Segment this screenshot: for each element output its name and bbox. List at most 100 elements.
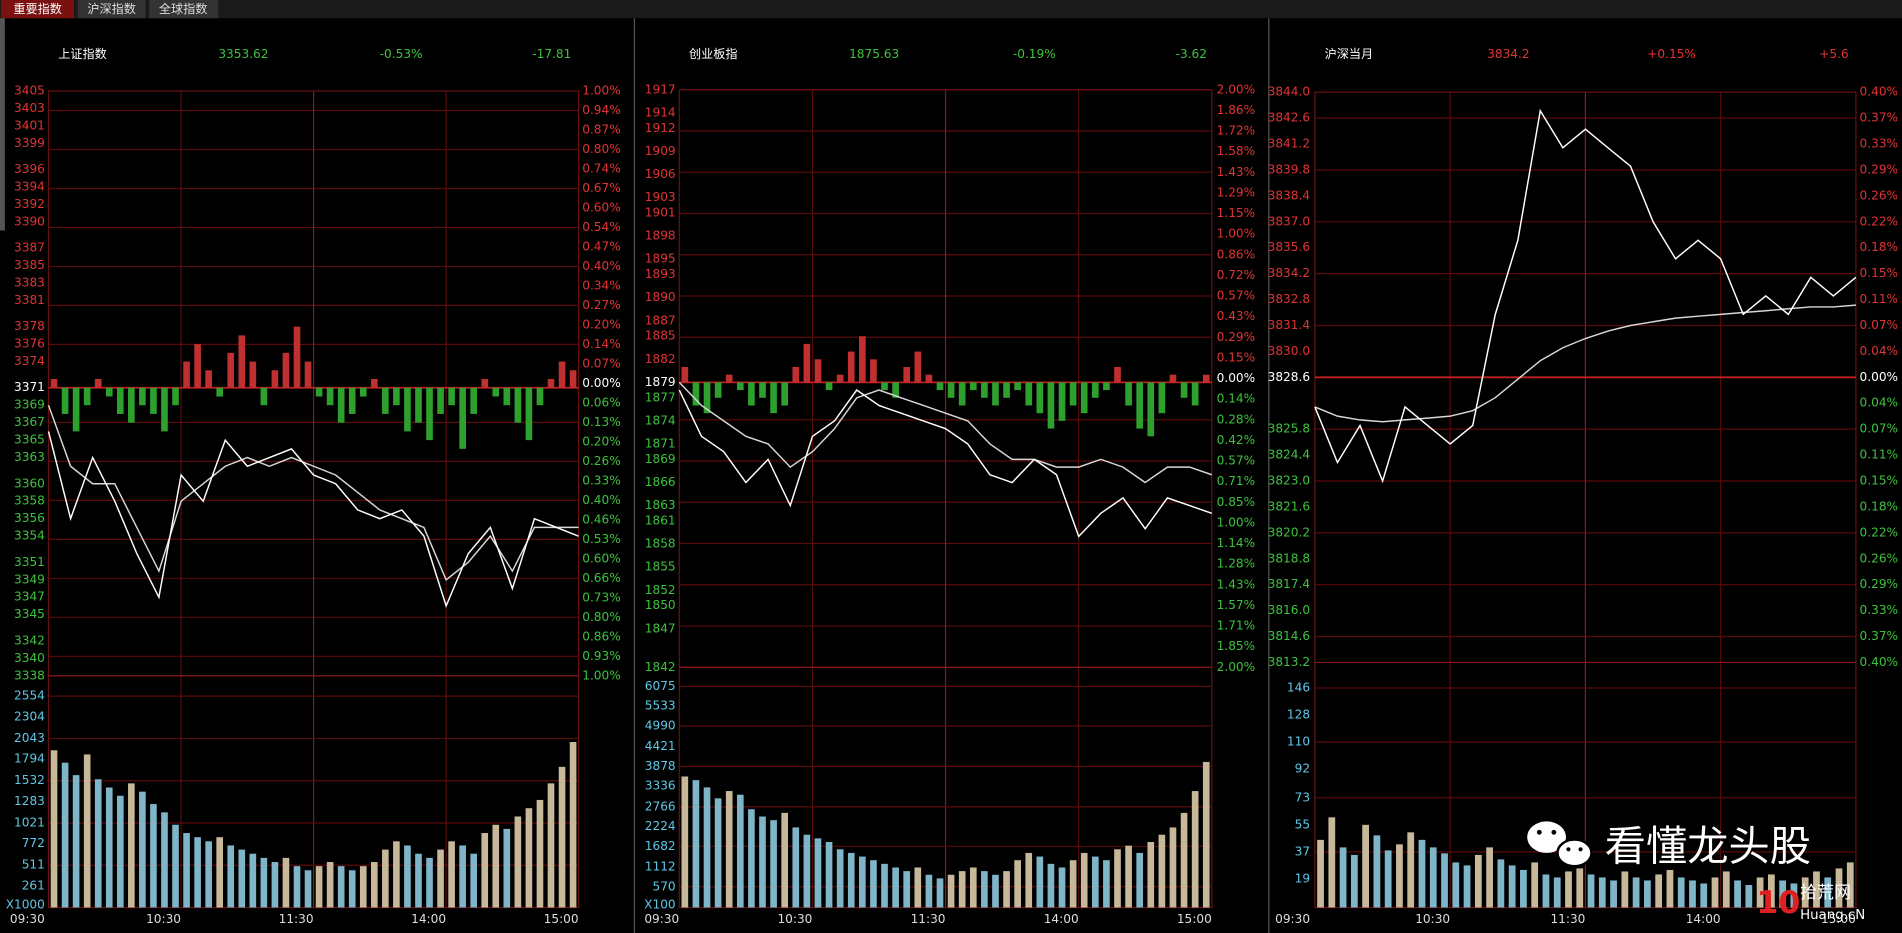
- index-name: 创业板指: [689, 46, 738, 61]
- pct-tick-label: 0.15%: [1860, 266, 1899, 280]
- price-tick-label: 3383: [14, 276, 45, 290]
- volume-bar: [359, 866, 367, 908]
- volume-bar: [1621, 871, 1629, 908]
- volume-tick-label: 4990: [645, 718, 676, 732]
- price-tick-label: 3839.8: [1268, 162, 1310, 176]
- pct-tick-label: 1.14%: [1217, 536, 1256, 550]
- time-label: 10:30: [1415, 912, 1450, 926]
- price-tick-label: 1898: [645, 229, 676, 243]
- logo-text: 拾荒网: [1800, 883, 1851, 903]
- price-tick-label: 3396: [14, 162, 45, 176]
- pct-tick-label: 0.06%: [582, 395, 621, 409]
- price-tick-label: 1871: [645, 436, 676, 450]
- wechat-bubble: [1556, 838, 1593, 868]
- volume-bar: [1813, 871, 1820, 908]
- index-price: 1875.63: [849, 47, 899, 61]
- volume-bar: [1497, 859, 1505, 908]
- volume-tick-label: 4421: [645, 739, 676, 753]
- breadth-bar: [936, 382, 944, 391]
- volume-tick-label: 146: [1287, 681, 1310, 695]
- volume-bar: [1047, 863, 1055, 908]
- breadth-bar: [1202, 374, 1210, 383]
- volume-bar: [470, 853, 478, 908]
- breadth-bar: [61, 387, 69, 414]
- wechat-eye: [1551, 829, 1557, 835]
- breadth-bar: [161, 387, 168, 432]
- volume-bar: [1373, 835, 1381, 908]
- pct-tick-label: 0.11%: [1860, 448, 1899, 462]
- breadth-bar: [781, 382, 789, 406]
- volume-tick-label: 2766: [645, 799, 676, 813]
- pct-tick-label: 0.26%: [1860, 188, 1899, 202]
- price-tick-label: 1861: [645, 513, 676, 527]
- volume-bar: [547, 783, 555, 908]
- pct-tick-label: 0.43%: [1217, 309, 1256, 323]
- price-tick-label: 3381: [14, 293, 45, 307]
- volume-bar: [814, 838, 822, 908]
- volume-bar: [1711, 877, 1719, 908]
- breadth-bar: [836, 374, 844, 383]
- volume-bar: [1407, 832, 1415, 908]
- wechat-eye: [1578, 847, 1583, 852]
- breadth-bar: [481, 379, 489, 388]
- volume-bar: [72, 775, 80, 908]
- price-tick-label: 1847: [645, 621, 676, 635]
- price-tick-label: 3371: [14, 380, 45, 394]
- pct-tick-label: 0.86%: [1217, 247, 1256, 261]
- volume-bar: [459, 845, 466, 908]
- pct-tick-label: 0.00%: [1217, 371, 1256, 385]
- price-tick-label: 1863: [645, 498, 676, 512]
- volume-tick-label: 19: [1295, 871, 1310, 885]
- tab[interactable]: 全球指数: [159, 1, 208, 16]
- pct-tick-label: 0.20%: [582, 434, 621, 448]
- volume-bar: [1655, 874, 1663, 908]
- price-tick-label: 3399: [14, 136, 45, 150]
- volume-bar: [481, 833, 489, 908]
- price-tick-label: 1890: [645, 290, 676, 304]
- breadth-bar: [825, 382, 833, 391]
- volume-bar: [503, 828, 511, 908]
- pct-tick-label: 0.15%: [1860, 474, 1899, 488]
- price-tick-label: 3374: [14, 354, 45, 368]
- price-tick-label: 3392: [14, 197, 45, 211]
- breadth-bar: [759, 382, 766, 398]
- wechat-eye: [1566, 847, 1571, 852]
- tab[interactable]: 沪深指数: [87, 1, 136, 16]
- breadth-bar: [914, 351, 922, 383]
- breadth-bar: [803, 343, 811, 383]
- volume-tick-label: 110: [1287, 735, 1310, 749]
- breadth-bar: [1003, 382, 1010, 398]
- volume-bar: [1734, 880, 1741, 908]
- breadth-bar: [1136, 382, 1144, 429]
- volume-bar: [1169, 827, 1177, 908]
- pct-tick-label: 0.22%: [1860, 525, 1899, 539]
- volume-bar: [558, 766, 566, 908]
- volume-bar: [1317, 839, 1324, 908]
- time-label: 14:00: [411, 912, 446, 926]
- breadth-bar: [94, 379, 102, 388]
- pct-tick-label: 0.26%: [582, 454, 621, 468]
- pct-tick-label: 1.00%: [582, 668, 621, 682]
- pct-tick-label: 0.40%: [582, 259, 621, 273]
- volume-bar: [1180, 812, 1188, 908]
- pct-tick-label: 0.85%: [1217, 495, 1256, 509]
- volume-bar: [1801, 877, 1809, 908]
- volume-bar: [1824, 877, 1832, 908]
- volume-bar: [725, 791, 733, 908]
- tab[interactable]: 重要指数: [13, 1, 62, 16]
- volume-bar: [1418, 839, 1426, 908]
- volume-bar: [404, 845, 411, 908]
- volume-bar: [1610, 880, 1617, 908]
- avg-line: [1314, 304, 1856, 423]
- watermark-text: 看懂龙头股: [1605, 822, 1811, 870]
- volume-bar: [1147, 842, 1155, 908]
- breadth-bar: [681, 366, 689, 383]
- breadth-bar: [249, 361, 257, 388]
- volume-bar: [947, 874, 955, 908]
- volume-bar: [1069, 860, 1077, 908]
- price-tick-label: 1906: [645, 167, 676, 181]
- avg-line: [47, 404, 579, 581]
- volume-bar: [925, 874, 933, 908]
